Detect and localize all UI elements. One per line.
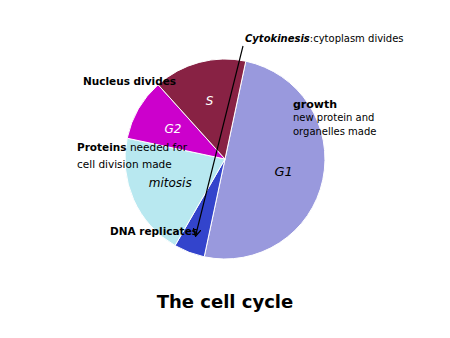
annotation: Nucleus divides: [83, 75, 176, 87]
annotation: cell division made: [77, 158, 172, 170]
annotation-part: :cytoplasm divides: [310, 33, 404, 44]
title: The cell cycle: [157, 291, 294, 312]
annotation-line: new protein and: [293, 112, 374, 123]
annotation-line: organelles made: [293, 126, 377, 137]
slice-label: mitosis: [149, 176, 192, 190]
annotation-arrow: [196, 46, 243, 236]
annotation-part: Cytokinesis: [245, 33, 310, 44]
slice-label: S: [206, 94, 214, 108]
annotation: Proteins needed for: [77, 141, 188, 153]
chart: G1 mitosis G2 S Cytokinesis:cytoplasm divide…: [0, 0, 450, 338]
annotation: DNA replicates: [110, 225, 198, 237]
annotation: growth: [293, 98, 337, 111]
annotation-part: Proteins: [77, 141, 127, 153]
slice-label: G2: [165, 122, 182, 136]
annotation: Cytokinesis:cytoplasm divides: [245, 33, 404, 44]
annotation-part: needed for: [127, 141, 188, 153]
annotation: new protein and organelles made: [293, 112, 377, 137]
slice-label: G1: [275, 164, 293, 179]
